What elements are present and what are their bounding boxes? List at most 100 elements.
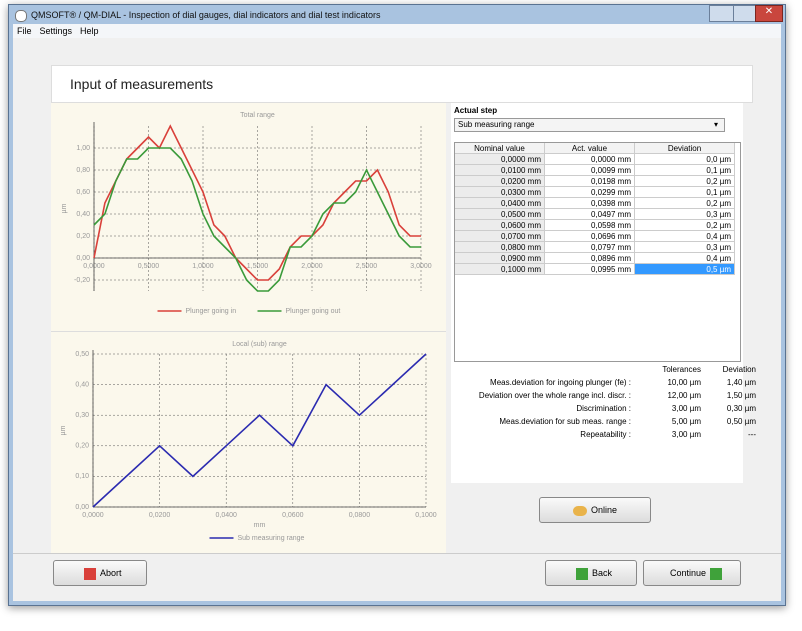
table-cell: 0,0797 mm	[545, 242, 635, 253]
tolerance-value: 1,50 µm	[726, 391, 756, 400]
x-tick-label: 0,0200	[149, 512, 171, 519]
menu-item[interactable]: File	[17, 26, 32, 36]
online-button[interactable]: Online	[539, 497, 651, 523]
table-cell: 0,0598 mm	[545, 220, 635, 231]
continue-button[interactable]: Continue	[643, 560, 741, 586]
button-label: Abort	[100, 568, 122, 578]
table-cell: 0,0500 mm	[455, 209, 545, 220]
tolerance-value: 5,00 µm	[671, 417, 701, 426]
total-range-chart: Total range -0,20 0,00 0,20 0,40 0,60 0,80 1,00…	[51, 103, 446, 331]
right-panel: Actual step Sub measuring range ▾ Nominal…	[451, 103, 756, 483]
menu-item[interactable]: Help	[80, 26, 99, 36]
tolerance-value: ---	[748, 430, 756, 439]
tolerances: Tolerances Deviation Meas.deviation for in…	[451, 365, 756, 475]
tolerance-header: Deviation	[722, 365, 756, 374]
tolerance-header: Tolerances	[662, 365, 701, 374]
y-tick-label: 0,00	[75, 504, 89, 511]
table-cell: 0,0995 mm	[545, 264, 635, 275]
chart-title: Local (sub) range	[232, 341, 287, 348]
x-axis-label: mm	[254, 522, 266, 529]
menu-item[interactable]: Settings	[39, 26, 73, 36]
column-header: Deviation	[635, 143, 735, 154]
table-cell: 0,0600 mm	[455, 220, 545, 231]
y-tick-label: 0,20	[76, 233, 90, 240]
legend-label: Plunger going out	[286, 308, 341, 315]
minimize-button[interactable]	[709, 5, 735, 22]
measurement-table: Nominal value Act. value Deviation 0,0000 m…	[454, 142, 741, 362]
y-tick-label: 0,40	[75, 381, 89, 388]
y-tick-label: 0,10	[75, 473, 89, 480]
abort-button[interactable]: Abort	[53, 560, 147, 586]
table-cell: 0,0896 mm	[545, 253, 635, 264]
table-cell: 0,0300 mm	[455, 187, 545, 198]
tolerance-label: Meas.deviation for sub meas. range :	[499, 417, 631, 426]
legend-label: Plunger going in	[186, 308, 237, 315]
separator	[13, 553, 781, 554]
table-cell: 0,0299 mm	[545, 187, 635, 198]
legend-label: Sub measuring range	[238, 535, 305, 542]
maximize-button[interactable]	[733, 5, 757, 22]
button-label: Continue	[670, 568, 707, 578]
y-tick-label: 0,60	[76, 189, 90, 196]
button-label: Back	[592, 568, 613, 578]
x-tick-label: 0,0600	[282, 512, 304, 519]
step-label: Actual step	[454, 106, 498, 115]
step-selected: Sub measuring range	[458, 120, 535, 129]
client-area: Input of measurements Total range -0,20 0,…	[13, 38, 781, 601]
y-tick-label: 0,00	[76, 255, 90, 262]
step-dropdown[interactable]: Sub measuring range ▾	[454, 118, 725, 132]
y-tick-label: 0,80	[76, 167, 90, 174]
table-cell: 0,0696 mm	[545, 231, 635, 242]
table-cell: 0,0497 mm	[545, 209, 635, 220]
tolerance-value: 0,30 µm	[726, 404, 756, 413]
tolerance-value: 0,50 µm	[726, 417, 756, 426]
menu-bar: File Settings Help	[13, 24, 781, 38]
table-cell: 0,0000 mm	[545, 154, 635, 165]
tolerance-value: 12,00 µm	[667, 391, 701, 400]
table-cell: 0,4 µm	[635, 253, 735, 264]
sub-range-chart: Local (sub) range 0,00 0,10 0,20 0,30 0,40 0,5…	[51, 331, 446, 554]
tolerance-label: Deviation over the whole range incl. dis…	[478, 391, 631, 400]
tolerance-label: Discrimination :	[576, 404, 631, 413]
table-cell: 0,4 µm	[635, 231, 735, 242]
table-cell: 0,2 µm	[635, 198, 735, 209]
table-cell: 0,1 µm	[635, 187, 735, 198]
back-button[interactable]: Back	[545, 560, 637, 586]
tolerance-label: Meas.deviation for ingoing plunger (fe) …	[490, 378, 631, 387]
table-cell: 0,0800 mm	[455, 242, 545, 253]
table-cell[interactable]: 0,5 µm	[635, 264, 735, 275]
tolerance-value: 10,00 µm	[667, 378, 701, 387]
y-tick-label: 0,50	[75, 351, 89, 358]
series-line	[92, 353, 427, 508]
series-line	[93, 124, 421, 281]
x-tick-label: 0,0000	[82, 512, 104, 519]
x-tick-label: 0,0800	[349, 512, 371, 519]
dropdown-arrow: ▾	[713, 120, 718, 129]
table-cell: 0,0700 mm	[455, 231, 545, 242]
table-cell: 0,0400 mm	[455, 198, 545, 209]
table-cell: 0,0398 mm	[545, 198, 635, 209]
tolerance-label: Repeatability :	[580, 430, 631, 439]
table-cell: 0,0099 mm	[545, 165, 635, 176]
y-tick-label: 0,40	[76, 211, 90, 218]
tolerance-value: 3,00 µm	[671, 404, 701, 413]
y-tick-label: 0,20	[75, 443, 89, 450]
table-cell: 0,0 µm	[635, 154, 735, 165]
table-cell: 0,3 µm	[635, 209, 735, 220]
tolerance-value: 3,00 µm	[671, 430, 701, 439]
table-cell: 0,0100 mm	[455, 165, 545, 176]
x-tick-label: 0,1000	[415, 512, 437, 519]
y-axis-label: µm	[61, 203, 68, 213]
table-cell: 0,0000 mm	[455, 154, 545, 165]
window: QMSOFT® / QM-DIAL - Inspection of dial g…	[8, 4, 786, 606]
header: Input of measurements	[51, 65, 753, 103]
app-icon	[15, 10, 27, 22]
y-tick-label: 1,00	[76, 145, 90, 152]
table-cell: 0,0900 mm	[455, 253, 545, 264]
table-cell: 0,3 µm	[635, 242, 735, 253]
window-title: QMSOFT® / QM-DIAL - Inspection of dial g…	[31, 10, 381, 20]
table-cell: 0,2 µm	[635, 220, 735, 231]
series-line	[93, 147, 421, 292]
close-button[interactable]: ✕	[755, 5, 783, 22]
